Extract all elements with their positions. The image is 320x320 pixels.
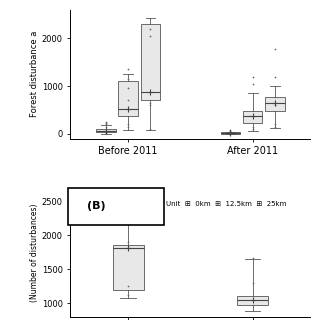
Text: (B): (B): [87, 202, 106, 212]
Text: Unit  ⊞  0km  ⊞  12.5km  ⊞  25km: Unit ⊞ 0km ⊞ 12.5km ⊞ 25km: [166, 201, 287, 207]
FancyBboxPatch shape: [68, 188, 164, 225]
Y-axis label: Forest disturbance a: Forest disturbance a: [30, 31, 39, 117]
PathPatch shape: [243, 111, 262, 124]
PathPatch shape: [220, 132, 240, 134]
PathPatch shape: [113, 245, 144, 290]
PathPatch shape: [118, 81, 138, 116]
PathPatch shape: [96, 129, 116, 132]
PathPatch shape: [265, 97, 284, 111]
PathPatch shape: [140, 24, 160, 100]
Y-axis label: (Number of disturbances): (Number of disturbances): [30, 203, 39, 301]
PathPatch shape: [237, 296, 268, 305]
